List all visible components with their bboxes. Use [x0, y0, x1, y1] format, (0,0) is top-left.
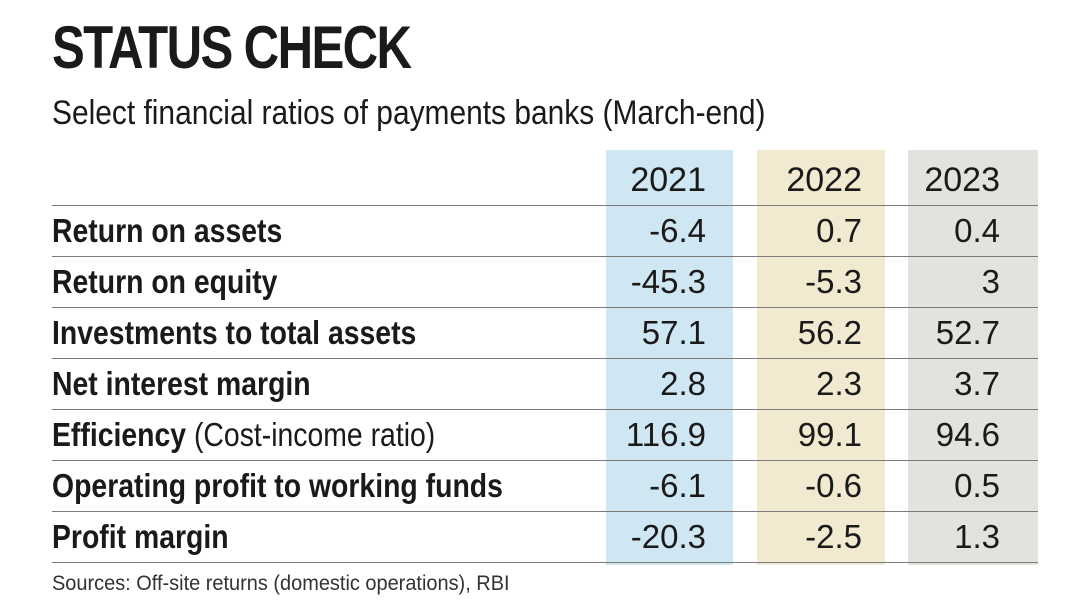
- row-label-text: Investments to total assets: [52, 314, 417, 351]
- table-cell: 0.4: [954, 212, 1000, 249]
- row-label-text: Efficiency: [52, 416, 187, 453]
- header-rule: [52, 205, 1038, 206]
- row-rule: [52, 511, 1038, 512]
- column-band-2021: [606, 150, 733, 565]
- table-cell: 2.3: [816, 365, 862, 402]
- table-cell: -2.5: [805, 518, 862, 555]
- row-label-note: (Cost-income ratio): [186, 416, 436, 453]
- table-cell: 99.1: [797, 416, 862, 453]
- table-cell: 0.7: [816, 212, 862, 249]
- table-cell: -45.3: [630, 263, 706, 300]
- row-label-text: Profit margin: [52, 518, 229, 555]
- table-cell: 116.9: [625, 416, 706, 453]
- column-header-2023: 2023: [924, 161, 1000, 199]
- row-label: Return on equity: [52, 257, 277, 307]
- row-rule: [52, 460, 1038, 461]
- row-label: Profit margin: [52, 512, 229, 562]
- row-rule: [52, 358, 1038, 359]
- table-cell: 1.3: [954, 518, 1000, 555]
- table-cell: -5.3: [805, 263, 862, 300]
- row-label: Investments to total assets: [52, 308, 416, 358]
- table-cell: 2.8: [660, 365, 706, 402]
- table-cell: 0.5: [954, 467, 1000, 504]
- table-cell: -20.3: [630, 518, 706, 555]
- row-label: Return on assets: [52, 206, 282, 256]
- chart-title: STATUS CHECK: [52, 14, 412, 81]
- row-rule: [52, 409, 1038, 410]
- table-cell: 56.2: [797, 314, 862, 351]
- table-cell: 52.7: [935, 314, 1000, 351]
- table-cell: -6.4: [649, 212, 706, 249]
- column-band-2023: [908, 150, 1038, 565]
- table-cell: 94.6: [935, 416, 1000, 453]
- row-label: Operating profit to working funds: [52, 461, 503, 511]
- table-cell: 57.1: [641, 314, 706, 351]
- table-cell: 3.7: [954, 365, 1000, 402]
- row-rule: [52, 307, 1038, 308]
- chart-subtitle: Select financial ratios of payments bank…: [52, 94, 766, 132]
- row-label-text: Net interest margin: [52, 365, 311, 402]
- row-rule: [52, 256, 1038, 257]
- row-label-text: Return on equity: [52, 263, 278, 300]
- column-header-2022: 2022: [786, 161, 862, 199]
- row-label: Efficiency (Cost-income ratio): [52, 410, 435, 460]
- column-header-2021: 2021: [630, 161, 706, 199]
- table-cell: -0.6: [805, 467, 862, 504]
- column-band-2022: [757, 150, 885, 565]
- row-rule: [52, 562, 1038, 563]
- row-label: Net interest margin: [52, 359, 311, 409]
- row-label-text: Operating profit to working funds: [52, 467, 503, 504]
- row-label-text: Return on assets: [52, 212, 283, 249]
- source-note: Sources: Off-site returns (domestic oper…: [52, 572, 510, 595]
- table-cell: 3: [981, 263, 1000, 300]
- table-cell: -6.1: [649, 467, 706, 504]
